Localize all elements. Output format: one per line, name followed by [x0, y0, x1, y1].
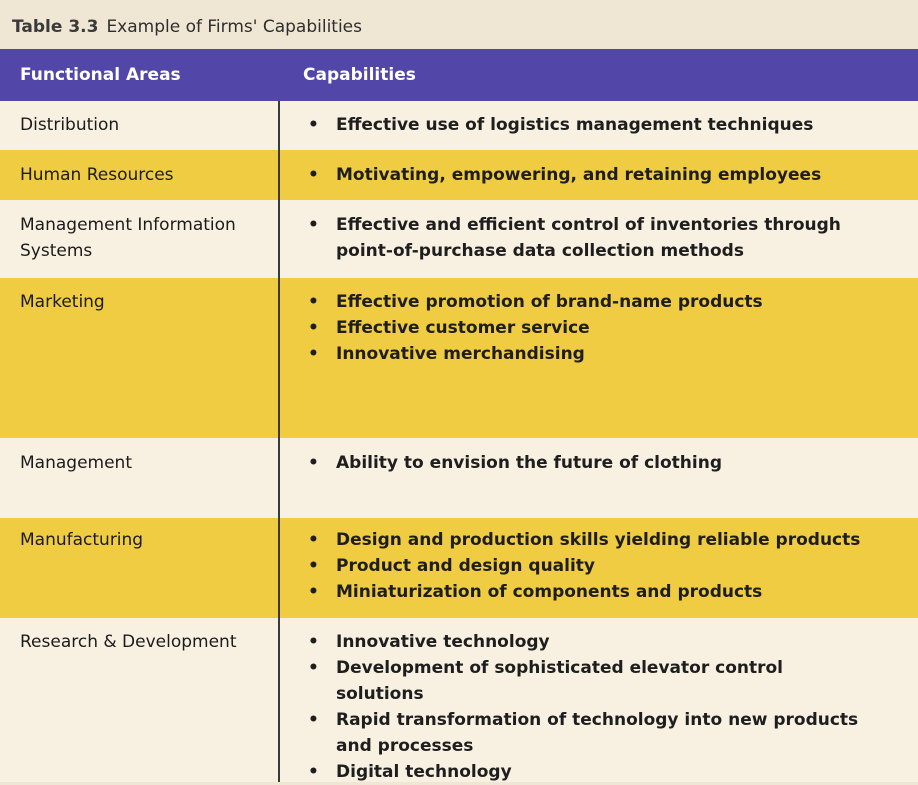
- capability-item: • Miniaturization of components and produ…: [308, 579, 908, 605]
- capabilities-table: Functional Areas Capabilities Distributi…: [0, 49, 918, 782]
- capability-item: • Effective use of logistics management t…: [308, 112, 908, 138]
- capability-item: • Effective and efficient control of inve…: [308, 212, 883, 264]
- area-label: Human Resources: [20, 165, 174, 185]
- capability-list: • Ability to envision the future of cloth…: [308, 450, 908, 476]
- table-row-distribution: Distribution • Effective use of logistics…: [0, 101, 918, 150]
- capability-item: • Effective promotion of brand-name produ…: [308, 289, 908, 315]
- capability-item: • Design and production skills yielding r…: [308, 527, 908, 553]
- capability-item: • Ability to envision the future of cloth…: [308, 450, 908, 476]
- capability-list: • Design and production skills yielding r…: [308, 527, 908, 605]
- table-row-marketing: Marketing • Effective promotion of brand-…: [0, 278, 918, 438]
- bullet-icon: •: [308, 530, 319, 550]
- table-caption: Table 3.3 Example of Firms' Capabilities: [12, 12, 362, 42]
- header-functional-areas: Functional Areas: [20, 65, 181, 85]
- table-row-human-resources: Human Resources • Motivating, empowering,…: [0, 150, 918, 200]
- bullet-icon: •: [308, 215, 319, 235]
- bullet-icon: •: [308, 165, 319, 185]
- area-label: Research & Development: [20, 632, 237, 652]
- bullet-icon: •: [308, 318, 319, 338]
- capability-item: • Innovative merchandising: [308, 341, 908, 367]
- capability-item: • Digital technology: [308, 759, 868, 785]
- bullet-icon: •: [308, 710, 319, 730]
- area-label: Management: [20, 453, 132, 473]
- table-header: Functional Areas Capabilities: [0, 49, 918, 101]
- bullet-icon: •: [308, 115, 319, 135]
- capability-item: • Effective customer service: [308, 315, 908, 341]
- bullet-icon: •: [308, 582, 319, 602]
- capability-list: • Effective promotion of brand-name produ…: [308, 289, 908, 367]
- bullet-icon: •: [308, 453, 319, 473]
- bullet-icon: •: [308, 658, 319, 678]
- bullet-icon: •: [308, 632, 319, 652]
- table-row-research-development: Research & Development • Innovative techn…: [0, 618, 918, 782]
- capability-list: • Effective and efficient control of inve…: [308, 212, 883, 264]
- capability-item: • Rapid transformation of technology into…: [308, 707, 868, 759]
- bullet-icon: •: [308, 762, 319, 782]
- capability-item: • Innovative technology: [308, 629, 868, 655]
- capability-item: • Motivating, empowering, and retaining e…: [308, 162, 908, 188]
- bullet-icon: •: [308, 556, 319, 576]
- column-divider: [278, 101, 280, 782]
- area-label: Management Information Systems: [20, 215, 236, 261]
- table-row-mis: Management Information Systems • Effectiv…: [0, 200, 918, 278]
- bullet-icon: •: [308, 292, 319, 312]
- area-label: Marketing: [20, 292, 105, 312]
- table-title: Example of Firms' Capabilities: [106, 17, 362, 37]
- header-capabilities: Capabilities: [303, 65, 416, 85]
- table-row-management: Management • Ability to envision the futu…: [0, 438, 918, 518]
- capability-item: • Development of sophisticated elevator c…: [308, 655, 868, 707]
- table-row-manufacturing: Manufacturing • Design and production ski…: [0, 518, 918, 618]
- table-number: Table 3.3: [12, 17, 99, 37]
- bullet-icon: •: [308, 344, 319, 364]
- area-label: Manufacturing: [20, 530, 144, 550]
- capability-list: • Innovative technology • Development of s…: [308, 629, 868, 785]
- capability-list: • Effective use of logistics management t…: [308, 112, 908, 138]
- area-label: Distribution: [20, 115, 120, 135]
- capability-list: • Motivating, empowering, and retaining e…: [308, 162, 908, 188]
- capability-item: • Product and design quality: [308, 553, 908, 579]
